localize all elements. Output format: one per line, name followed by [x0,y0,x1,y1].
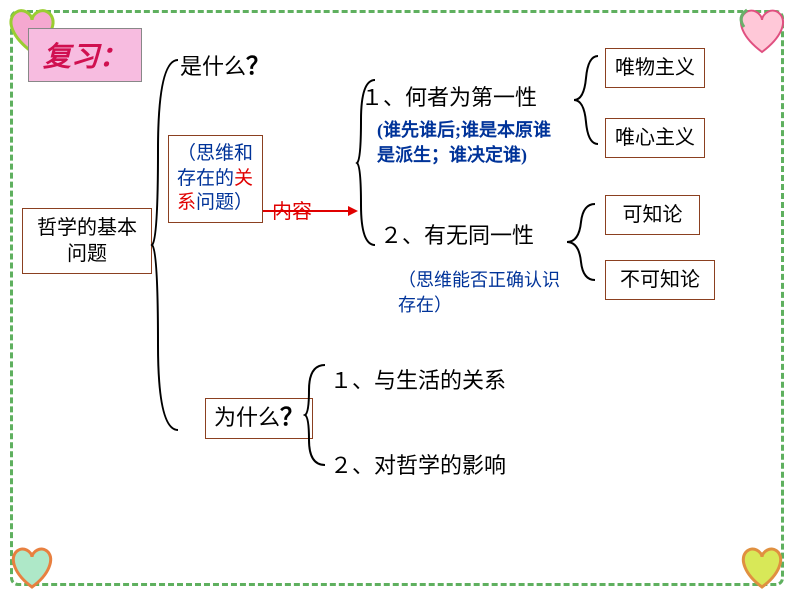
materialism-box: 唯物主义 [605,48,705,88]
why-label: 为什么？ [205,398,313,439]
unknowable-box: 不可知论 [605,260,715,300]
q1-text: １、何者为第一性 [361,80,537,112]
thought-post: 问题） [196,192,253,213]
what-qmark: ？ [246,54,270,80]
why-text: 为什么 [214,405,280,430]
heart-icon-tr [732,2,792,57]
why-qmark: ？ [280,405,304,431]
arrow-content [263,205,358,217]
idealism-box: 唯心主义 [605,118,705,158]
heart-icon-bl [2,539,62,594]
heart-icon-br [732,539,792,594]
q2-note: （思维能否正确认识存在） [398,268,568,318]
knowable-box: 可知论 [605,195,700,235]
bracket-root [150,55,180,435]
bracket-q2 [565,198,597,286]
bracket-q1 [572,50,600,150]
q2-text: ２、有无同一性 [380,218,534,250]
why-item1: １、与生活的关系 [330,363,506,395]
thought-existence-box: （思维和存在的关系问题） [168,135,263,223]
root-topic-box: 哲学的基本问题 [22,208,152,274]
review-badge: 复习： [28,28,142,82]
bracket-why [303,360,327,470]
why-item2: ２、对哲学的影响 [330,448,506,480]
q1-note: (谁先谁后;谁是本原谁是派生；谁决定谁) [377,118,567,168]
what-label: 是什么？ [180,52,270,83]
what-text: 是什么 [180,54,246,79]
